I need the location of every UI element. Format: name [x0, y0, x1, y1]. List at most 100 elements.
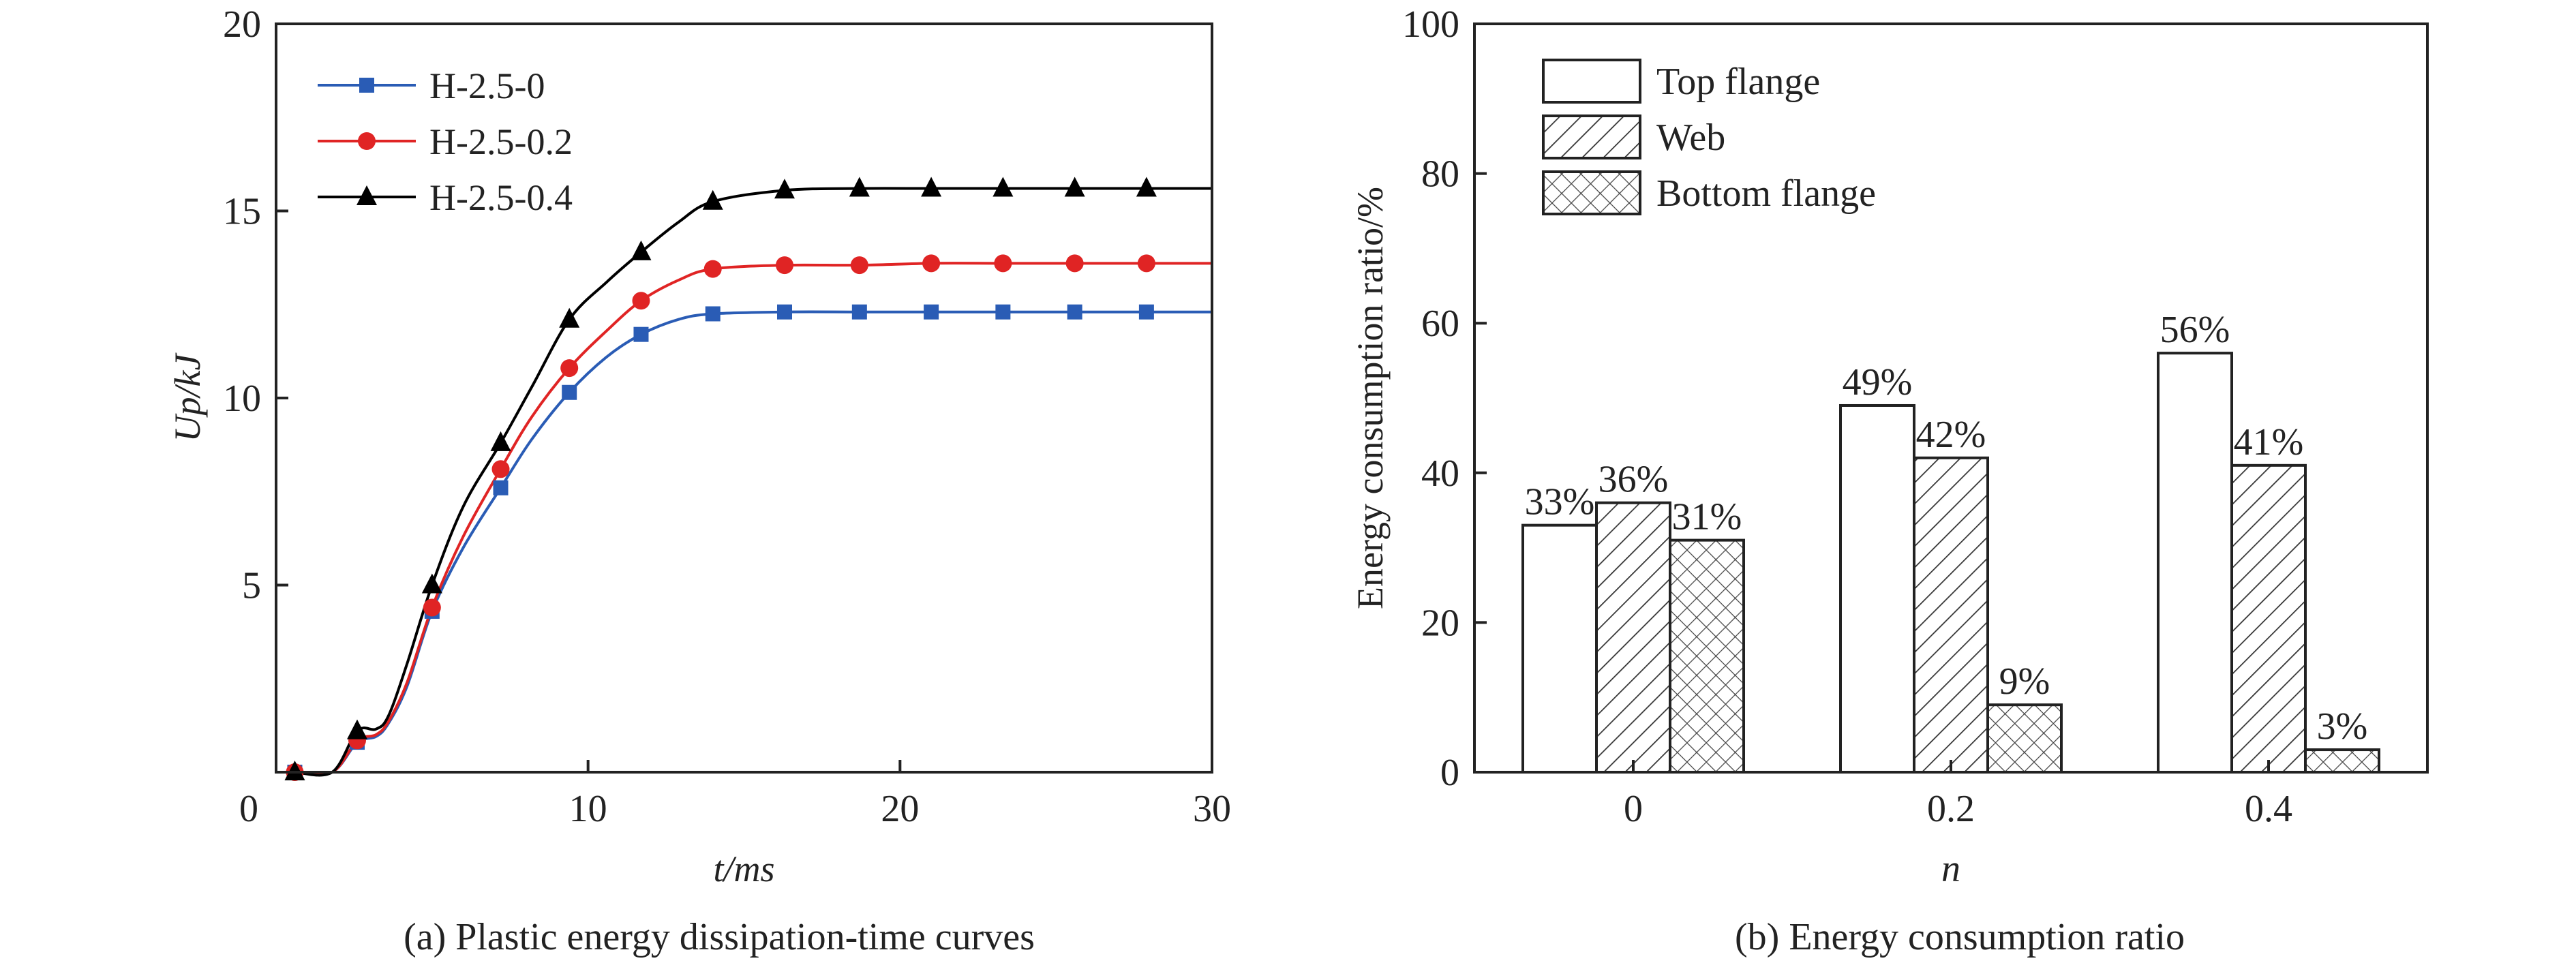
data-point [921, 177, 942, 197]
bar-value-label: 36% [1598, 459, 1669, 501]
y-tick-label: 20 [1421, 602, 1459, 644]
legend: Top flange Web Bottom flange [1542, 59, 1876, 215]
bar [2157, 352, 2233, 774]
bar [1986, 703, 2063, 774]
data-point [1064, 177, 1085, 197]
y-axis-label: Up/kJ [167, 352, 208, 442]
axis-ticks: 0 20 40 60 80 100 0 0.2 0.4 [1402, 3, 2292, 830]
legend-label: Bottom flange [1656, 172, 1876, 215]
data-point [702, 189, 723, 210]
data-point [559, 307, 580, 328]
data-point [922, 254, 941, 273]
bar [1595, 501, 1671, 774]
data-point [421, 573, 442, 594]
data-point [1136, 177, 1157, 197]
bar [2304, 748, 2380, 774]
data-point [776, 304, 792, 320]
data-point [633, 326, 649, 342]
x-tick-label: 20 [881, 788, 919, 830]
bar-value-label: 56% [2160, 309, 2230, 351]
bars [1521, 352, 2380, 774]
data-point [358, 132, 376, 150]
series-markers [284, 177, 1157, 781]
axis-ticks: 0 10 20 30 5 10 15 20 [223, 3, 1231, 830]
y-tick-label: 10 [223, 378, 261, 420]
x-axis-label: n [1941, 848, 1960, 890]
data-point [284, 761, 305, 780]
line-chart: 0 10 20 30 5 10 15 20 H-2.5-0 H-2.5-0.2 H-2.5-0.4… [167, 3, 1231, 958]
y-tick-label: 60 [1421, 303, 1459, 345]
x-tick-label: 0 [239, 788, 258, 830]
bar-value-label: 9% [1999, 660, 2050, 703]
legend-label: H-2.5-0 [429, 65, 545, 106]
data-point [1065, 254, 1084, 273]
x-axis-label: t/ms [713, 849, 774, 889]
y-tick-label: 100 [1402, 3, 1459, 46]
data-point [1137, 254, 1155, 273]
data-point [560, 359, 579, 378]
legend-swatch [1542, 114, 1641, 159]
series-line [294, 187, 1212, 777]
data-point [346, 719, 367, 739]
data-point [703, 260, 722, 278]
data-point [774, 179, 795, 199]
bar-value-label: 42% [1916, 414, 1986, 456]
series-line [294, 310, 1212, 776]
legend-label: H-2.5-0.2 [429, 121, 573, 162]
bar-value-label: 41% [2234, 421, 2304, 463]
legend-swatch [1542, 59, 1641, 104]
bar [1669, 538, 1745, 774]
data-point [423, 598, 441, 617]
series-line [294, 262, 1212, 776]
bar-value-label: 31% [1672, 496, 1742, 538]
bar-value-label: 49% [1843, 361, 1913, 403]
data-point [631, 240, 652, 260]
x-tick-label: 30 [1193, 788, 1231, 830]
data-point [562, 384, 577, 400]
data-point [1138, 304, 1154, 320]
y-axis-label: Energy consumption ratio/% [1350, 187, 1391, 609]
legend-swatch [1542, 170, 1641, 215]
data-point [851, 304, 867, 320]
chart-caption: (a) Plastic energy dissipation-time curv… [404, 916, 1035, 958]
chart-caption: (b) Energy consumption ratio [1735, 916, 2185, 958]
data-point [995, 304, 1011, 320]
data-point [992, 177, 1014, 197]
legend: H-2.5-0 H-2.5-0.2 H-2.5-0.4 [318, 65, 573, 218]
bar-value-label: 3% [2317, 705, 2368, 748]
data-point [850, 256, 868, 275]
x-tick-label: 0.4 [2245, 788, 2292, 830]
y-tick-label: 40 [1421, 453, 1459, 495]
data-point [849, 177, 870, 197]
data-point [359, 78, 374, 93]
data-point [490, 431, 511, 451]
x-tick-label: 0 [1624, 788, 1643, 830]
y-tick-label: 0 [1440, 752, 1459, 794]
y-tick-label: 80 [1421, 153, 1459, 196]
data-point [491, 460, 510, 478]
y-tick-label: 5 [242, 565, 261, 607]
bar [1521, 523, 1598, 774]
data-point [1067, 304, 1082, 320]
bar [1913, 456, 1989, 774]
y-tick-label: 20 [223, 3, 261, 46]
legend-label: H-2.5-0.4 [429, 177, 573, 218]
data-point [994, 254, 1012, 273]
bar [1839, 403, 1915, 774]
legend-label: Top flange [1656, 61, 1820, 103]
data-point [924, 304, 939, 320]
data-point [357, 185, 377, 205]
x-tick-label: 0.2 [1927, 788, 1975, 830]
y-tick-label: 15 [223, 191, 261, 233]
data-point [775, 256, 793, 275]
bar-value-label: 33% [1525, 481, 1595, 523]
data-point [493, 480, 509, 495]
x-tick-label: 10 [569, 788, 607, 830]
data-labels: 33%36%31% 49%42% 9% 56% 41% 3% [1525, 309, 2368, 748]
data-point [705, 306, 721, 322]
series-lines [294, 187, 1212, 777]
legend-label: Web [1656, 117, 1725, 159]
data-point [632, 292, 650, 310]
